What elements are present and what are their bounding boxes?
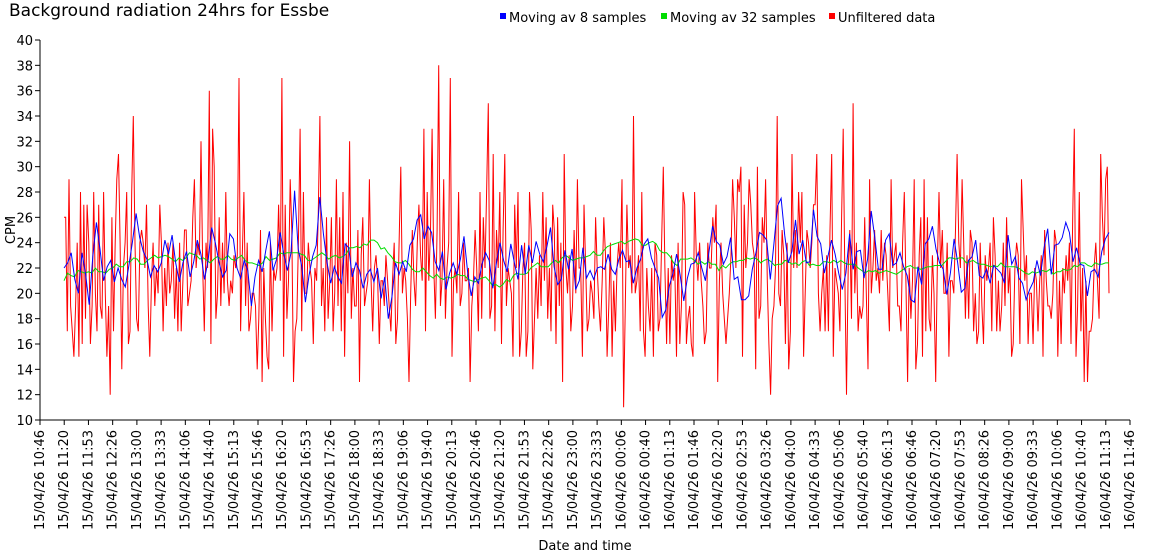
x-tick-label: 15/04/26 10:46 xyxy=(33,430,48,530)
x-tick-label: 15/04/26 18:33 xyxy=(372,430,387,530)
y-tick-label: 10 xyxy=(16,414,33,429)
y-tick-label: 34 xyxy=(16,110,33,125)
legend-swatch xyxy=(500,13,506,19)
x-tick-label: 15/04/26 22:26 xyxy=(542,430,557,530)
x-tick-label: 15/04/26 12:26 xyxy=(106,430,121,530)
y-tick-label: 20 xyxy=(16,287,33,302)
x-tick-label: 15/04/26 17:26 xyxy=(324,430,339,530)
y-tick-label: 30 xyxy=(16,161,33,176)
x-tick-label: 16/04/26 04:00 xyxy=(784,430,799,530)
x-tick-label: 16/04/26 07:53 xyxy=(953,430,968,530)
x-tick-label: 15/04/26 23:33 xyxy=(590,430,605,530)
y-tick-label: 24 xyxy=(16,237,33,252)
x-tick-label: 15/04/26 19:06 xyxy=(396,430,411,530)
x-tick-label: 16/04/26 01:46 xyxy=(687,430,702,530)
x-tick-label: 15/04/26 11:53 xyxy=(81,430,96,530)
x-tick-label: 16/04/26 00:40 xyxy=(639,430,654,530)
x-axis-label: Date and time xyxy=(538,539,631,554)
x-tick-label: 15/04/26 20:13 xyxy=(445,430,460,530)
series-line-moving-av-32 xyxy=(63,238,1109,288)
y-tick-label: 28 xyxy=(16,186,33,201)
x-tick-label: 15/04/26 16:20 xyxy=(275,430,290,530)
chart-title: Background radiation 24hrs for Essbe xyxy=(9,1,329,21)
x-tick-label: 15/04/26 14:40 xyxy=(203,430,218,530)
y-tick-label: 36 xyxy=(16,85,33,100)
y-tick-label: 16 xyxy=(16,338,33,353)
x-tick-label: 16/04/26 05:40 xyxy=(857,430,872,530)
x-tick-label: 15/04/26 11:20 xyxy=(57,430,72,530)
y-tick-label: 14 xyxy=(16,363,33,378)
x-tick-label: 15/04/26 20:46 xyxy=(469,430,484,530)
x-tick-label: 16/04/26 02:20 xyxy=(711,430,726,530)
x-tick-label: 16/04/26 09:33 xyxy=(1026,430,1041,530)
chart-axes xyxy=(39,40,1130,421)
chart-legend: Moving av 8 samples Moving av 32 samples U… xyxy=(500,11,935,26)
y-tick-label: 38 xyxy=(16,59,33,74)
x-tick-label: 16/04/26 03:26 xyxy=(760,430,775,530)
plot-area xyxy=(63,65,1110,408)
x-tick-label: 16/04/26 06:13 xyxy=(881,430,896,530)
x-tick-label: 16/04/26 08:26 xyxy=(978,430,993,530)
x-tick-label: 15/04/26 21:53 xyxy=(517,430,532,530)
x-axis-ticks: 15/04/26 10:46 15/04/26 11:20 15/04/26 11:… xyxy=(33,420,1138,530)
x-tick-label: 16/04/26 02:53 xyxy=(735,430,750,530)
x-tick-label: 16/04/26 11:46 xyxy=(1123,430,1138,530)
y-axis-ticks: 10 12 14 16 18 20 22 24 26 28 30 32 34 36 38 40 xyxy=(16,34,40,429)
legend-label: Unfiltered data xyxy=(838,11,935,26)
legend-swatch xyxy=(829,13,835,19)
legend-swatch xyxy=(661,13,667,19)
x-tick-label: 16/04/26 00:06 xyxy=(614,430,629,530)
x-tick-label: 15/04/26 19:40 xyxy=(421,430,436,530)
x-tick-label: 16/04/26 07:20 xyxy=(929,430,944,530)
x-tick-label: 15/04/26 18:00 xyxy=(348,430,363,530)
x-tick-label: 16/04/26 06:46 xyxy=(905,430,920,530)
x-tick-label: 16/04/26 10:06 xyxy=(1050,430,1065,530)
legend-label: Moving av 32 samples xyxy=(670,11,816,26)
x-tick-label: 16/04/26 11:13 xyxy=(1099,430,1114,530)
legend-label: Moving av 8 samples xyxy=(509,11,647,26)
y-tick-label: 22 xyxy=(16,262,33,277)
x-tick-label: 16/04/26 04:33 xyxy=(808,430,823,530)
y-tick-label: 18 xyxy=(16,313,33,328)
x-tick-label: 15/04/26 15:46 xyxy=(251,430,266,530)
x-tick-label: 16/04/26 10:40 xyxy=(1075,430,1090,530)
x-tick-label: 15/04/26 16:53 xyxy=(299,430,314,530)
y-axis-label: CPM xyxy=(4,216,19,244)
series-line-unfiltered xyxy=(64,65,1110,408)
y-tick-label: 40 xyxy=(16,34,33,49)
x-tick-label: 16/04/26 01:13 xyxy=(663,430,678,530)
series-line-moving-av-8 xyxy=(63,190,1110,320)
x-tick-label: 16/04/26 05:06 xyxy=(832,430,847,530)
x-tick-label: 15/04/26 15:13 xyxy=(227,430,242,530)
y-tick-label: 26 xyxy=(16,211,33,226)
x-tick-label: 16/04/26 09:00 xyxy=(1002,430,1017,530)
y-tick-label: 32 xyxy=(16,135,33,150)
x-tick-label: 15/04/26 21:20 xyxy=(493,430,508,530)
x-tick-label: 15/04/26 23:00 xyxy=(566,430,581,530)
x-tick-label: 15/04/26 14:06 xyxy=(178,430,193,530)
x-tick-label: 15/04/26 13:33 xyxy=(154,430,169,530)
x-tick-label: 15/04/26 13:00 xyxy=(130,430,145,530)
y-tick-label: 12 xyxy=(16,389,33,404)
